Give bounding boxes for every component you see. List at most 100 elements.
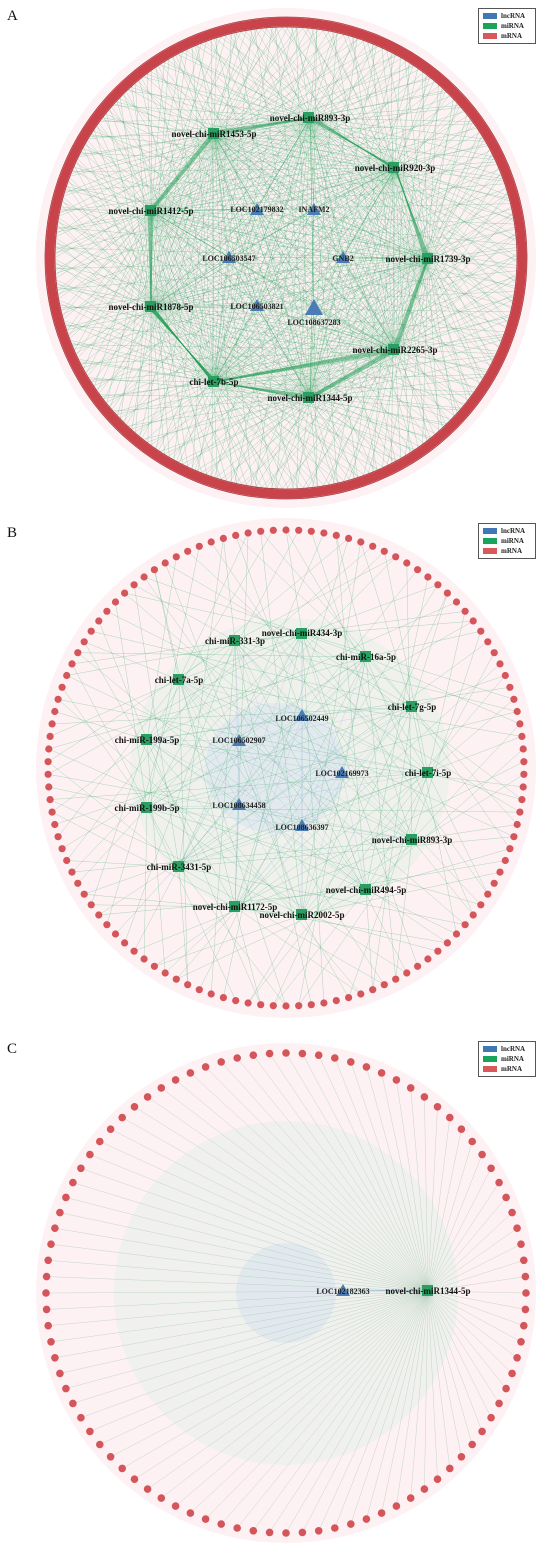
mrna-node <box>44 758 52 766</box>
network-edge <box>427 1290 513 1374</box>
network-edge <box>306 346 396 399</box>
network-edge <box>265 258 429 490</box>
mrna-node <box>490 649 498 657</box>
network-edge <box>76 157 311 399</box>
network-edge <box>150 306 284 491</box>
network-edge <box>221 1290 429 1525</box>
network-edge <box>62 117 311 320</box>
network-edge <box>394 349 402 460</box>
network-edge <box>66 860 180 868</box>
network-edge <box>62 319 311 399</box>
mrna-nodes <box>44 526 528 1010</box>
mrna-node <box>519 745 527 753</box>
network-edge <box>309 117 447 426</box>
mrna-node <box>219 534 227 542</box>
network-edge <box>213 117 313 137</box>
mrna-node <box>496 868 504 876</box>
network-edge <box>189 167 396 470</box>
network-edge <box>89 134 396 169</box>
mrna-node <box>406 1494 415 1502</box>
network-edge <box>178 866 188 985</box>
network-edge <box>301 871 501 916</box>
network-edge <box>254 117 311 488</box>
network-edge <box>427 1106 438 1292</box>
network-edge <box>165 562 413 708</box>
network-edge <box>137 167 396 437</box>
network-edge <box>204 40 429 260</box>
network-edge <box>274 26 311 399</box>
network-edge <box>146 620 474 809</box>
network-edge <box>311 167 396 489</box>
network-edge <box>196 43 215 135</box>
mrna-ring <box>45 17 527 499</box>
network-edge <box>394 161 498 169</box>
network-edge <box>178 740 240 868</box>
network-edge <box>234 397 311 485</box>
mirna-label: chi-miR-199a-5p <box>115 735 180 745</box>
network-edge <box>309 397 339 485</box>
network-edge <box>427 185 507 260</box>
network-edge <box>72 166 429 260</box>
network-edge <box>309 44 377 399</box>
network-edge <box>98 620 148 741</box>
mrna-node <box>96 1137 104 1146</box>
network-edge <box>213 374 487 383</box>
network-edge <box>309 117 518 279</box>
network-edge <box>146 715 303 809</box>
mirna-node <box>303 112 314 123</box>
network-edge <box>234 860 506 908</box>
mrna-node <box>186 1069 195 1077</box>
network-edge <box>57 679 180 837</box>
network-edge <box>90 132 152 212</box>
network-edge <box>98 394 311 399</box>
network-edge <box>309 393 475 399</box>
network-edge <box>249 28 396 351</box>
network-edge <box>110 1290 429 1458</box>
network-edge <box>133 584 180 868</box>
network-edge <box>372 167 396 474</box>
network-edge <box>55 133 215 235</box>
network-edge <box>393 257 429 351</box>
network-edge <box>213 133 495 362</box>
network-edge <box>213 381 259 489</box>
mrna-node <box>58 683 66 691</box>
network-edge <box>53 260 215 383</box>
network-edge <box>107 167 396 407</box>
network-edge <box>219 35 396 169</box>
network-edge <box>301 632 489 895</box>
mrna-node <box>362 1063 371 1071</box>
network-edge <box>121 94 396 351</box>
network-edge <box>211 38 215 383</box>
network-edge <box>133 632 303 952</box>
network-edge <box>213 133 514 303</box>
network-edge <box>427 699 515 774</box>
network-edge <box>95 167 396 391</box>
network-panel-b: B novel-chi-miR434-3p chi-miR-331-3p chi… <box>0 515 550 1033</box>
network-edge <box>209 167 396 478</box>
network-edge <box>234 715 303 908</box>
network-edge <box>427 1290 451 1469</box>
mrna-node <box>406 1084 415 1092</box>
network-edge <box>213 32 232 383</box>
network-edge <box>238 740 367 891</box>
network-edge <box>150 131 482 308</box>
network-edge <box>313 167 396 210</box>
network-edge <box>427 1290 500 1404</box>
network-edge <box>66 632 303 676</box>
network-edge <box>238 804 303 916</box>
mirna-node <box>208 128 219 139</box>
mrna-ring-outer-line <box>44 16 528 500</box>
legend-label: miRNA <box>501 1055 524 1063</box>
network-edge <box>213 316 511 383</box>
network-edge <box>427 1290 473 1445</box>
network-edge <box>65 186 429 260</box>
mrna-node <box>171 1502 180 1510</box>
network-edges <box>47 529 525 1007</box>
mrna-node <box>506 845 514 853</box>
network-edge <box>71 632 303 873</box>
network-edge <box>157 117 311 452</box>
network-edge <box>77 652 367 891</box>
network-edge <box>411 675 506 708</box>
mrna-node <box>51 1354 59 1362</box>
mrna-node <box>495 1178 503 1187</box>
